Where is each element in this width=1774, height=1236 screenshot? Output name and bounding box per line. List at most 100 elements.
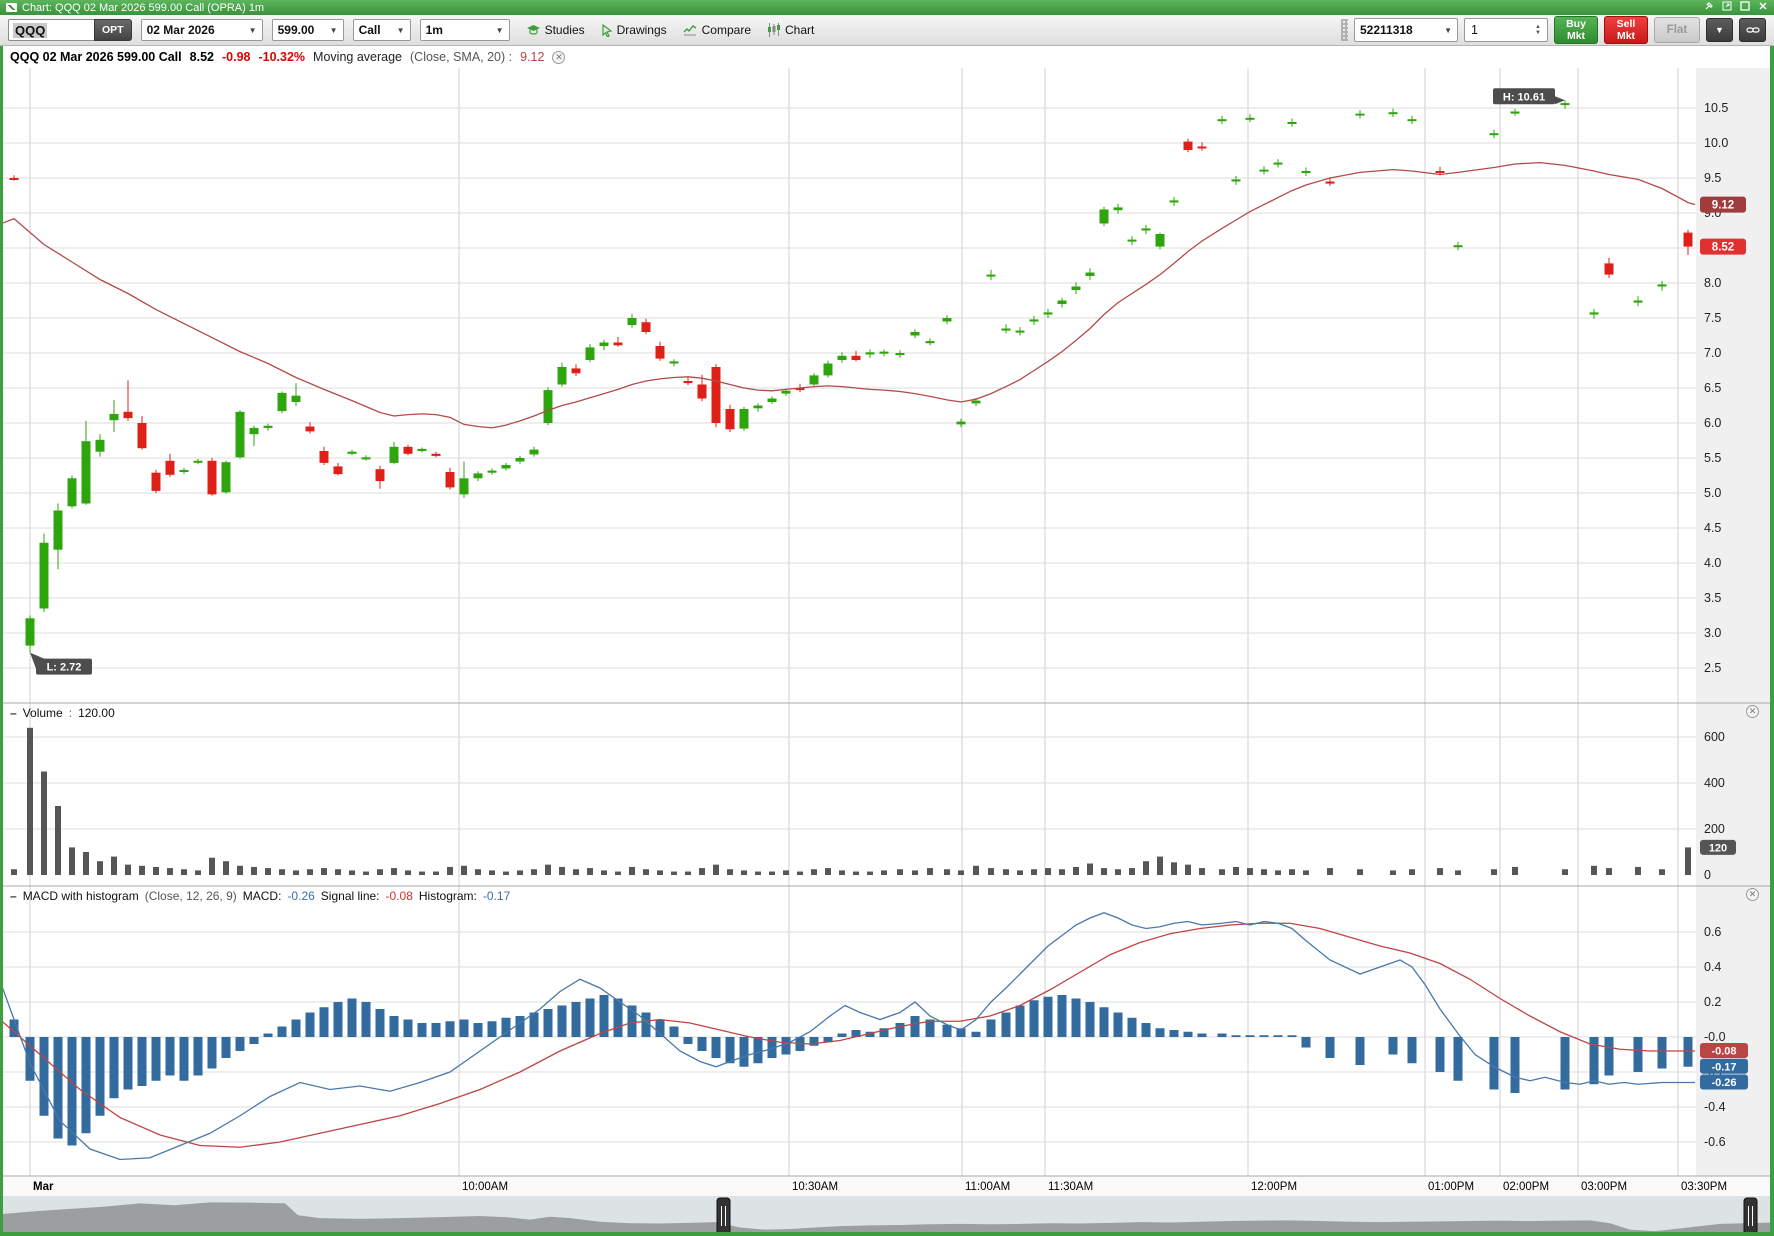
- svg-text:03:00PM: 03:00PM: [1581, 1181, 1627, 1193]
- window-border: [0, 0, 3, 1236]
- svg-text:10:30AM: 10:30AM: [792, 1181, 838, 1193]
- svg-text:11:30AM: 11:30AM: [1048, 1181, 1093, 1193]
- close-macd-pane-icon[interactable]: ✕: [1746, 888, 1759, 901]
- macd-label: MACD:: [243, 889, 282, 903]
- drawings-button[interactable]: Drawings: [601, 23, 667, 37]
- study-name: Moving average: [313, 50, 402, 64]
- svg-text:L: 2.72: L: 2.72: [47, 662, 82, 674]
- svg-text:-0.26: -0.26: [1711, 1077, 1736, 1089]
- svg-text:12:00PM: 12:00PM: [1251, 1181, 1297, 1193]
- close-icon[interactable]: [1758, 1, 1768, 14]
- symbol-input[interactable]: QQQ: [8, 19, 94, 41]
- svg-text:-0.6: -0.6: [1704, 1135, 1726, 1149]
- time-axis: Mar 10:00AM 10:30AM 11:00AM 11:30AM 12:00PM 01…: [0, 1177, 1774, 1196]
- svg-text:10.0: 10.0: [1704, 136, 1728, 150]
- svg-text:3.5: 3.5: [1704, 591, 1721, 605]
- chevron-down-icon: ▼: [249, 26, 257, 35]
- sell-mkt-button[interactable]: Sell Mkt: [1604, 16, 1648, 44]
- order-menu-button[interactable]: ▼: [1706, 18, 1733, 42]
- expiry-dropdown[interactable]: 02 Mar 2026▼: [141, 19, 263, 41]
- link-button[interactable]: [1739, 18, 1766, 42]
- pin-icon[interactable]: [1704, 1, 1714, 14]
- spinner-down-icon[interactable]: ▼: [1535, 30, 1541, 36]
- svg-text:0.4: 0.4: [1704, 960, 1721, 974]
- signal-label: Signal line:: [321, 889, 380, 903]
- chevron-down-icon: ▼: [496, 26, 504, 35]
- svg-text:9.5: 9.5: [1704, 171, 1721, 185]
- svg-text:8.0: 8.0: [1704, 276, 1721, 290]
- svg-text:0.2: 0.2: [1704, 995, 1721, 1009]
- svg-text:01:00PM: 01:00PM: [1428, 1181, 1474, 1193]
- window-border: [0, 1232, 1774, 1236]
- svg-text:0.6: 0.6: [1704, 925, 1721, 939]
- macd-params: (Close, 12, 26, 9): [145, 889, 237, 903]
- chart-canvas[interactable]: 10.510.09.59.08.58.07.57.06.56.05.55.04.…: [0, 0, 1774, 1236]
- opt-button[interactable]: OPT: [94, 19, 132, 41]
- svg-text:600: 600: [1704, 730, 1725, 744]
- drag-handle[interactable]: [1341, 19, 1348, 41]
- svg-text:5.5: 5.5: [1704, 451, 1721, 465]
- link-icon: [1746, 25, 1760, 35]
- svg-text:11:00AM: 11:00AM: [965, 1181, 1010, 1193]
- remove-study-icon[interactable]: ✕: [552, 51, 565, 64]
- svg-text:7.5: 7.5: [1704, 311, 1721, 325]
- svg-text:4.5: 4.5: [1704, 521, 1721, 535]
- drawings-icon: [601, 24, 613, 37]
- minimap-handle[interactable]: [717, 1198, 730, 1234]
- collapse-macd-button[interactable]: –: [10, 889, 17, 903]
- svg-text:Mar: Mar: [33, 1181, 54, 1193]
- chart-type-button[interactable]: Chart: [767, 23, 814, 37]
- svg-text:H: 10.61: H: 10.61: [1503, 91, 1545, 103]
- svg-text:-0.0: -0.0: [1704, 1030, 1726, 1044]
- call-put-dropdown[interactable]: Call▼: [353, 19, 411, 41]
- svg-text:5.0: 5.0: [1704, 486, 1721, 500]
- price-change: -0.98: [222, 50, 251, 64]
- window-title: Chart: QQQ 02 Mar 2026 599.00 Call (OPRA…: [22, 2, 264, 14]
- studies-button[interactable]: Studies: [526, 23, 585, 37]
- svg-text:120: 120: [1709, 842, 1727, 854]
- histogram-label: Histogram:: [419, 889, 477, 903]
- svg-text:-0.4: -0.4: [1704, 1100, 1726, 1114]
- studies-icon: [526, 24, 541, 36]
- svg-text:4.0: 4.0: [1704, 556, 1721, 570]
- study-params: (Close, SMA, 20) :: [410, 50, 512, 64]
- quantity-stepper[interactable]: 1 ▲▼: [1464, 18, 1548, 42]
- app-icon: [6, 3, 17, 12]
- minimap-handle[interactable]: [1744, 1198, 1757, 1234]
- svg-text:6.0: 6.0: [1704, 416, 1721, 430]
- buy-mkt-button[interactable]: Buy Mkt: [1554, 16, 1598, 44]
- chevron-down-icon: ▼: [1444, 26, 1452, 35]
- histogram-value: -0.17: [483, 889, 510, 903]
- flat-button[interactable]: Flat: [1654, 17, 1700, 43]
- toolbar: QQQ OPT 02 Mar 2026▼ 599.00▼ Call▼ 1m▼ S…: [0, 15, 1774, 46]
- timeframe-dropdown[interactable]: 1m▼: [420, 19, 510, 41]
- collapse-volume-button[interactable]: –: [10, 706, 17, 720]
- chart-window: Chart: QQQ 02 Mar 2026 599.00 Call (OPRA…: [0, 0, 1774, 1236]
- svg-text:3.0: 3.0: [1704, 626, 1721, 640]
- account-dropdown[interactable]: 52211318▼: [1354, 18, 1458, 42]
- svg-text:-0.08: -0.08: [1711, 1046, 1736, 1058]
- close-volume-pane-icon[interactable]: ✕: [1746, 705, 1759, 718]
- maximize-icon[interactable]: [1740, 1, 1750, 14]
- svg-text:10.5: 10.5: [1704, 101, 1728, 115]
- chart-header: QQQ 02 Mar 2026 599.00 Call 8.52 -0.98 -…: [0, 46, 1774, 68]
- macd-value: -0.26: [287, 889, 314, 903]
- symbol-text: QQQ: [13, 23, 47, 38]
- window-border: [1770, 0, 1774, 1236]
- volume-value: 120.00: [78, 706, 115, 720]
- chevron-down-icon: ▼: [397, 26, 405, 35]
- svg-text:03:30PM: 03:30PM: [1681, 1181, 1727, 1193]
- volume-pane-title: Volume: [23, 706, 63, 720]
- strike-dropdown[interactable]: 599.00▼: [272, 19, 344, 41]
- svg-text:8.52: 8.52: [1712, 242, 1734, 254]
- svg-text:10:00AM: 10:00AM: [462, 1181, 508, 1193]
- price-change-pct: -10.32%: [258, 50, 305, 64]
- svg-text:-0.17: -0.17: [1711, 1061, 1736, 1073]
- svg-text:6.5: 6.5: [1704, 381, 1721, 395]
- volume-pane-header: – Volume : 120.00: [10, 706, 115, 720]
- title-bar[interactable]: Chart: QQQ 02 Mar 2026 599.00 Call (OPRA…: [0, 0, 1774, 15]
- svg-text:400: 400: [1704, 776, 1725, 790]
- svg-text:7.0: 7.0: [1704, 346, 1721, 360]
- popout-icon[interactable]: [1722, 1, 1732, 14]
- compare-button[interactable]: Compare: [683, 23, 751, 37]
